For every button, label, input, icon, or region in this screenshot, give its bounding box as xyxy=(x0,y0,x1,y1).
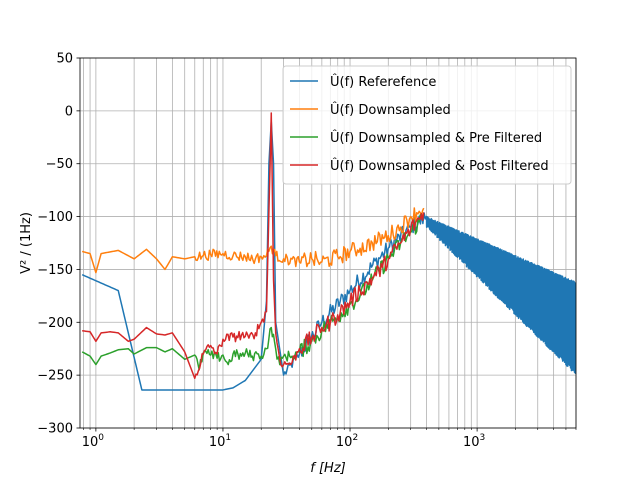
y-tick-label: 0 xyxy=(65,104,73,119)
series-layer xyxy=(81,112,576,391)
series-line-3 xyxy=(81,213,425,371)
legend-label-2: Û(f) Downsampled xyxy=(330,102,451,118)
y-axis-title: V² / (1Hz) xyxy=(19,212,34,274)
y-tick-labels: −300 −250 −200 −150 −100 −50 0 50 xyxy=(37,52,73,437)
legend-label-3: Û(f) Downsampled & Pre Filtered xyxy=(330,130,542,146)
y-tick-label: −300 xyxy=(37,422,73,437)
legend-label-4: Û(f) Downsampled & Post Filtered xyxy=(330,158,549,174)
series-line-2 xyxy=(81,207,425,274)
legend: Û(f) Referefence Û(f) Downsampled Û(f) Dow… xyxy=(282,65,572,185)
y-tick-label: −100 xyxy=(37,210,73,225)
series-line-4 xyxy=(82,112,425,380)
y-tick-label: −250 xyxy=(37,369,73,384)
y-tick-label: 50 xyxy=(56,52,73,67)
legend-label-1: Û(f) Referefence xyxy=(330,74,436,90)
x-tick-labels: 100 101 102 103 xyxy=(82,433,486,450)
x-tick-label: 101 xyxy=(209,433,231,450)
legend-box xyxy=(282,65,572,185)
y-tick-label: −150 xyxy=(37,263,73,278)
x-tick-label: 102 xyxy=(336,433,358,450)
y-tick-label: −200 xyxy=(37,316,73,331)
x-tick-label: 103 xyxy=(463,433,485,450)
tick-marks xyxy=(76,57,577,432)
plot-frame xyxy=(79,57,577,429)
x-axis-title: f [Hz] xyxy=(310,461,345,476)
y-tick-label: −50 xyxy=(46,157,73,172)
x-tick-label: 100 xyxy=(82,433,105,450)
